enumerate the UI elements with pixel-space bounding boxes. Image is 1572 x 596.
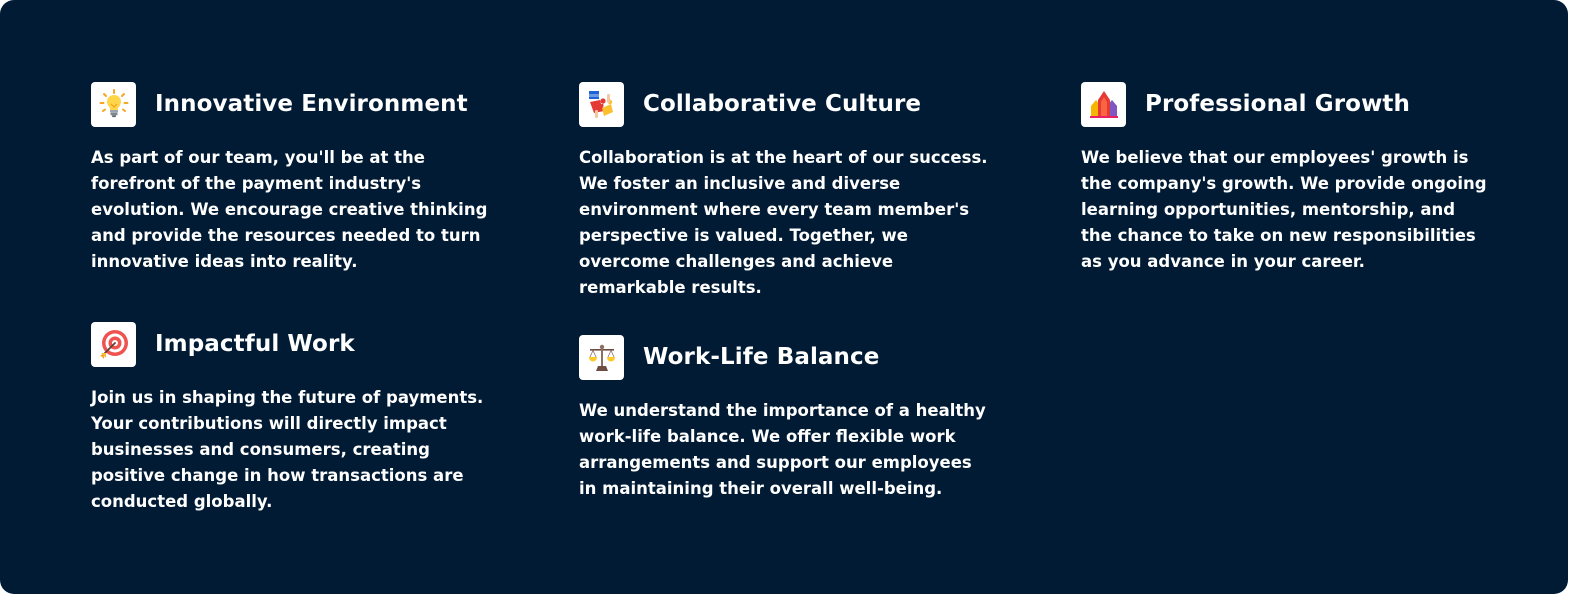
- feature-professional-growth: Professional Growth We believe that our …: [1081, 81, 1501, 275]
- feature-innovative-environment: Innovative Environment As part of our te…: [91, 81, 511, 275]
- feature-header: Impactful Work: [91, 321, 511, 367]
- puzzle-icon: [579, 81, 624, 127]
- feature-impactful-work: Impactful Work Join us in shaping the fu…: [91, 321, 511, 515]
- feature-description: Collaboration is at the heart of our suc…: [579, 148, 988, 297]
- feature-header: Innovative Environment: [91, 81, 511, 127]
- feature-header: Collaborative Culture: [579, 81, 999, 127]
- lightbulb-icon: [91, 81, 136, 127]
- balance-scale-icon: [579, 334, 624, 380]
- growth-arrow-icon: [1081, 81, 1126, 127]
- feature-title: Work-Life Balance: [643, 344, 880, 370]
- feature-collaborative-culture: Collaborative Culture Collaboration is a…: [579, 81, 999, 301]
- feature-work-life-balance: Work-Life Balance We understand the impo…: [579, 334, 999, 502]
- feature-header: Work-Life Balance: [579, 334, 999, 380]
- feature-title: Innovative Environment: [155, 91, 468, 117]
- feature-description: Join us in shaping the future of payment…: [91, 388, 484, 511]
- feature-title: Collaborative Culture: [643, 91, 922, 117]
- feature-description: We believe that our employees' growth is…: [1081, 148, 1487, 271]
- target-icon: [91, 321, 136, 367]
- feature-title: Professional Growth: [1145, 91, 1410, 117]
- feature-header: Professional Growth: [1081, 81, 1501, 127]
- feature-description: We understand the importance of a health…: [579, 401, 986, 498]
- feature-title: Impactful Work: [155, 331, 355, 357]
- feature-description: As part of our team, you'll be at the fo…: [91, 148, 488, 271]
